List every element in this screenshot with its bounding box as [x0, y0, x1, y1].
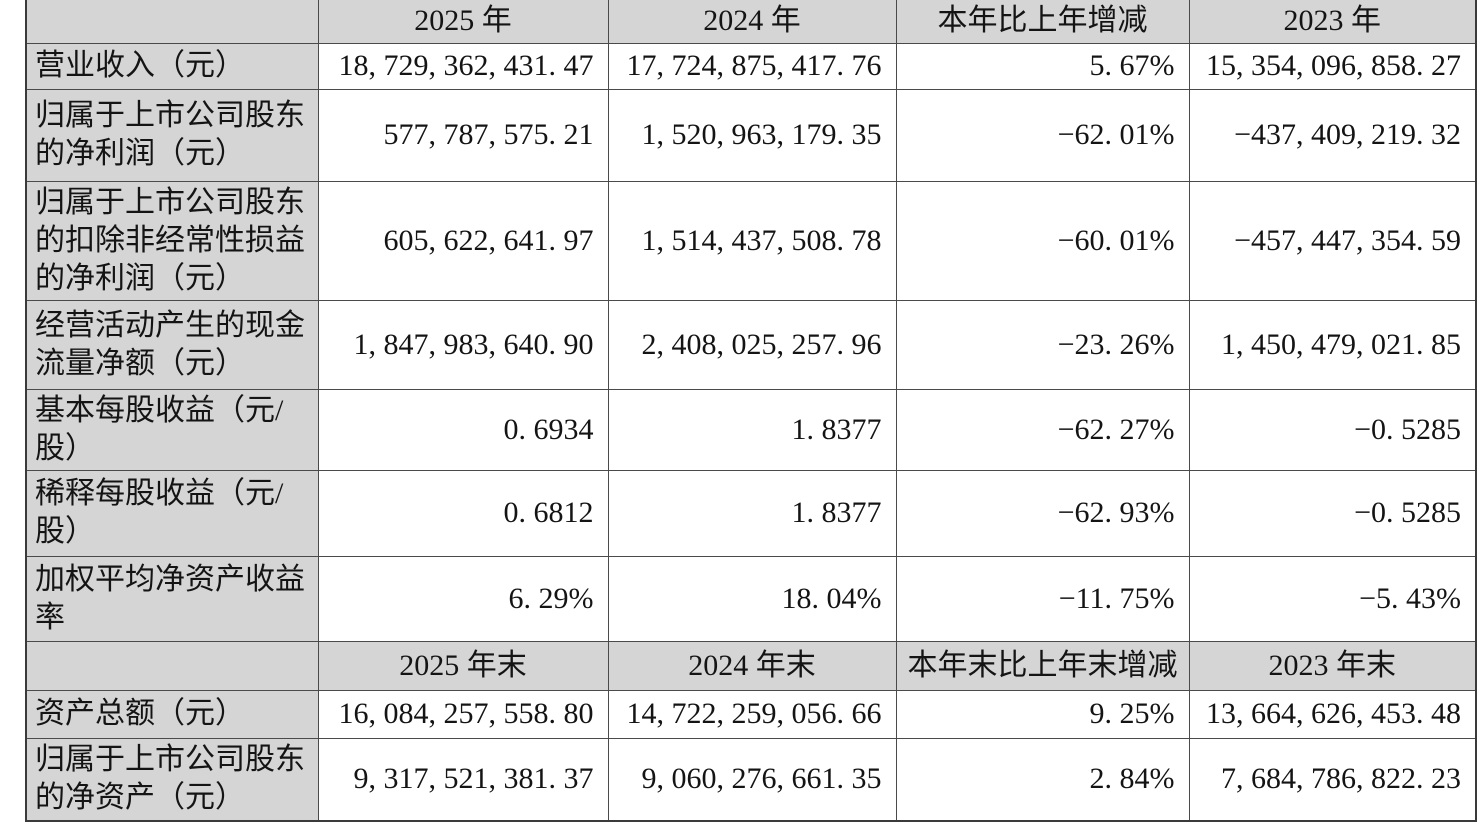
header-2025: 2025 年: [317, 0, 609, 44]
value-2025: 6. 29%: [317, 555, 609, 642]
table-row-basic-eps: 基本每股收益（元/ 股） 0. 6934 1. 8377 −62. 27% −0…: [25, 388, 1477, 471]
table-row-weighted-avg-roe: 加权平均净资产收益 率 6. 29% 18. 04% −11. 75% −5. …: [25, 555, 1477, 642]
table-row-revenue: 营业收入（元） 18, 729, 362, 431. 47 17, 724, 8…: [25, 42, 1477, 90]
period-header-row: 2025 年 2024 年 本年比上年增减 2023 年: [25, 0, 1477, 44]
header-2025-end: 2025 年末: [317, 640, 609, 691]
value-2023: −0. 5285: [1188, 469, 1477, 557]
value-change: −11. 75%: [895, 555, 1190, 642]
value-2025: 0. 6934: [317, 388, 609, 471]
value-2023: 15, 354, 096, 858. 27: [1188, 42, 1477, 90]
value-2024: 1. 8377: [607, 469, 897, 557]
value-2023: −5. 43%: [1188, 555, 1477, 642]
value-2024: 1, 514, 437, 508. 78: [607, 180, 897, 301]
metric-label: 基本每股收益（元/ 股）: [25, 388, 319, 471]
metric-label: 加权平均净资产收益 率: [25, 555, 319, 642]
value-2023: 1, 450, 479, 021. 85: [1188, 299, 1477, 390]
metric-label: 资产总额（元）: [25, 689, 319, 739]
value-2023: −437, 409, 219. 32: [1188, 88, 1477, 182]
value-2023: −0. 5285: [1188, 388, 1477, 471]
value-2025: 0. 6812: [317, 469, 609, 557]
value-2023: 13, 664, 626, 453. 48: [1188, 689, 1477, 739]
value-2024: 18. 04%: [607, 555, 897, 642]
value-2024: 14, 722, 259, 056. 66: [607, 689, 897, 739]
header-2024-end: 2024 年末: [607, 640, 897, 691]
period-end-header-row: 2025 年末 2024 年末 本年末比上年末增减 2023 年末: [25, 640, 1477, 691]
metric-label: 营业收入（元）: [25, 42, 319, 90]
value-2025: 9, 317, 521, 381. 37: [317, 737, 609, 822]
value-2024: 17, 724, 875, 417. 76: [607, 42, 897, 90]
metric-label: 归属于上市公司股东 的净利润（元）: [25, 88, 319, 182]
value-2023: −457, 447, 354. 59: [1188, 180, 1477, 301]
header-2024: 2024 年: [607, 0, 897, 44]
corner-cell: [25, 640, 319, 691]
table-row-net-assets: 归属于上市公司股东 的净资产（元） 9, 317, 521, 381. 37 9…: [25, 737, 1477, 822]
value-2024: 1, 520, 963, 179. 35: [607, 88, 897, 182]
value-change: −62. 93%: [895, 469, 1190, 557]
value-2023: 7, 684, 786, 822. 23: [1188, 737, 1477, 822]
value-change: −60. 01%: [895, 180, 1190, 301]
value-2025: 18, 729, 362, 431. 47: [317, 42, 609, 90]
table-row-net-profit: 归属于上市公司股东 的净利润（元） 577, 787, 575. 21 1, 5…: [25, 88, 1477, 182]
metric-label: 经营活动产生的现金 流量净额（元）: [25, 299, 319, 390]
header-2023-end: 2023 年末: [1188, 640, 1477, 691]
table-row-total-assets: 资产总额（元） 16, 084, 257, 558. 80 14, 722, 2…: [25, 689, 1477, 739]
metric-label: 稀释每股收益（元/ 股）: [25, 469, 319, 557]
value-change: −23. 26%: [895, 299, 1190, 390]
value-2025: 605, 622, 641. 97: [317, 180, 609, 301]
header-change: 本年比上年增减: [895, 0, 1190, 44]
financial-summary-table: 2025 年 2024 年 本年比上年增减 2023 年 营业收入（元） 18,…: [25, 0, 1477, 822]
table-row-diluted-eps: 稀释每股收益（元/ 股） 0. 6812 1. 8377 −62. 93% −0…: [25, 469, 1477, 557]
header-2023: 2023 年: [1188, 0, 1477, 44]
header-change-end: 本年末比上年末增减: [895, 640, 1190, 691]
corner-cell: [25, 0, 319, 44]
value-2024: 2, 408, 025, 257. 96: [607, 299, 897, 390]
value-2025: 1, 847, 983, 640. 90: [317, 299, 609, 390]
value-2024: 1. 8377: [607, 388, 897, 471]
value-2024: 9, 060, 276, 661. 35: [607, 737, 897, 822]
value-change: −62. 27%: [895, 388, 1190, 471]
value-change: 9. 25%: [895, 689, 1190, 739]
value-change: 5. 67%: [895, 42, 1190, 90]
value-change: 2. 84%: [895, 737, 1190, 822]
value-2025: 16, 084, 257, 558. 80: [317, 689, 609, 739]
table-row-net-profit-excl-nonrecurring: 归属于上市公司股东 的扣除非经常性损益 的净利润（元） 605, 622, 64…: [25, 180, 1477, 301]
metric-label: 归属于上市公司股东 的净资产（元）: [25, 737, 319, 822]
table-row-operating-cash-flow: 经营活动产生的现金 流量净额（元） 1, 847, 983, 640. 90 2…: [25, 299, 1477, 390]
value-change: −62. 01%: [895, 88, 1190, 182]
metric-label: 归属于上市公司股东 的扣除非经常性损益 的净利润（元）: [25, 180, 319, 301]
value-2025: 577, 787, 575. 21: [317, 88, 609, 182]
